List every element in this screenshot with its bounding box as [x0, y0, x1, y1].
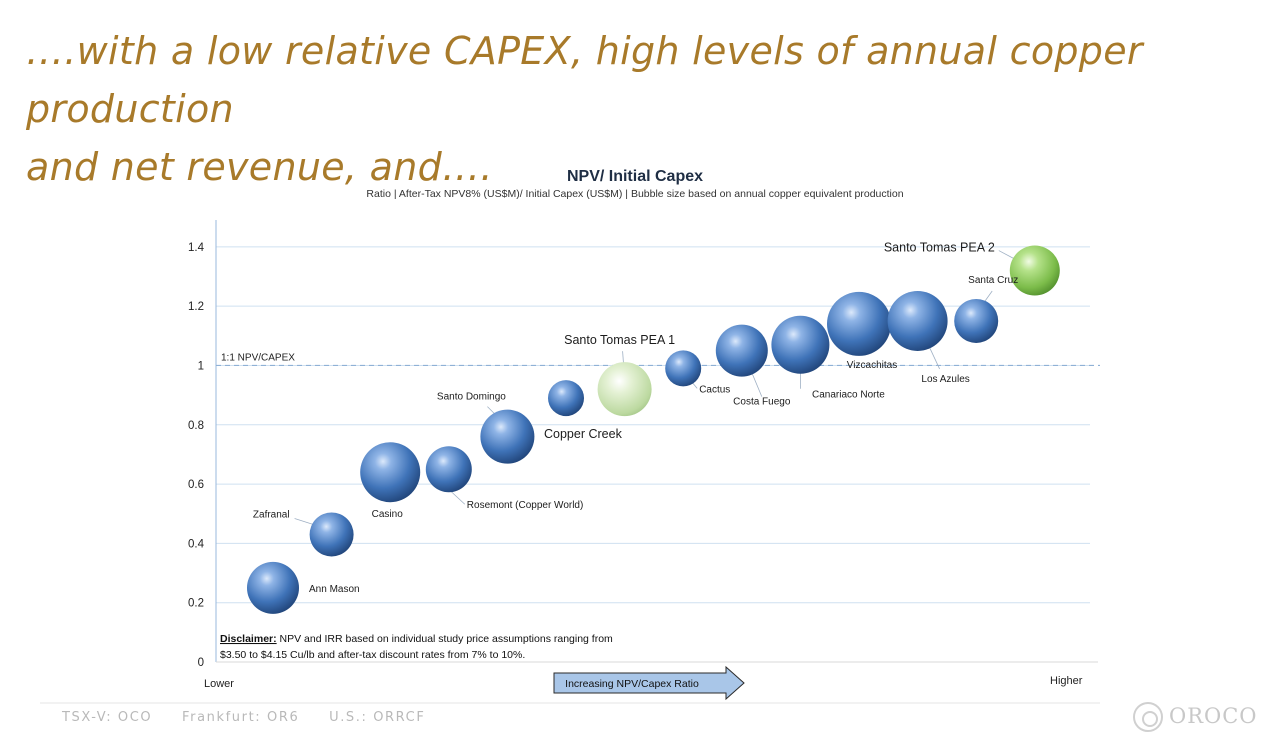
bubble-rosemont-copper-world: [425, 446, 472, 493]
label-casino: Casino: [372, 509, 404, 520]
headline-line-1: ….with a low relative CAPEX, high levels…: [26, 29, 1143, 131]
reference-line-label: 1:1 NPV/CAPEX: [221, 352, 295, 363]
oroco-logo: OROCO: [1131, 700, 1258, 734]
label-santo-domingo: Santo Domingo: [437, 392, 506, 403]
increasing-arrow-label: Increasing NPV/Capex Ratio: [565, 678, 699, 690]
bubble-los-azules: [887, 290, 948, 351]
disclaimer-text-1: NPV and IRR based on individual study pr…: [277, 633, 613, 645]
y-tick-label: 1.4: [188, 242, 205, 254]
label-copper-creek: Copper Creek: [544, 427, 623, 441]
label-zafranal: Zafranal: [253, 509, 290, 520]
y-tick-label: 0: [198, 657, 204, 669]
bubble-costa-fuego: [715, 324, 768, 377]
headline-line-2: and net revenue, and….: [26, 145, 493, 189]
leader-costa-fuego: [751, 372, 763, 397]
label-cactus: Cactus: [699, 384, 730, 395]
y-tick-label: 0.6: [188, 479, 204, 491]
bubble-labels: Ann Mason Zafranal Casino Rosemont (Copper …: [253, 241, 1018, 595]
headline: ….with a low relative CAPEX, high levels…: [26, 22, 1256, 196]
bubble-cactus: [665, 350, 702, 387]
bubble-canariaco-norte: [771, 315, 830, 374]
bubble-vizcachitas: [827, 291, 891, 356]
bubble-santo-tomas-pea-2: [1009, 245, 1060, 296]
ticker-tsx: TSX-V: OCO: [62, 710, 153, 725]
increasing-arrow: [553, 665, 745, 701]
disclaimer-title: Disclaimer:: [220, 633, 277, 645]
chart-subtitle: Ratio | After-Tax NPV8% (US$M)/ Initial …: [366, 188, 903, 200]
label-rosemont-copper-world: Rosemont (Copper World): [467, 500, 584, 511]
logo-text: OROCO: [1169, 704, 1258, 728]
bubble-santo-domingo: [480, 409, 535, 464]
y-tick-label: 1: [198, 360, 204, 372]
label-santo-tomas-pea-2: Santo Tomas PEA 2: [884, 241, 995, 255]
chart-title: NPV/ Initial Capex: [567, 168, 703, 185]
label-vizcachitas: Vizcachitas: [847, 360, 897, 371]
bubble-santa-cruz: [954, 298, 999, 343]
footer-tickers: TSX-V: OCO Frankfurt: OR6 U.S.: ORRCF: [62, 710, 449, 725]
ticker-us: U.S.: ORRCF: [329, 710, 426, 725]
y-tick-label: 0.8: [188, 420, 204, 432]
label-ann-mason: Ann Mason: [309, 584, 360, 595]
y-axis-ticks: 0 0.2 0.4 0.6 0.8 1 1.2 1.4: [188, 242, 205, 669]
x-left-label: Lower: [204, 678, 234, 690]
bubble-ann-mason: [247, 561, 299, 614]
bubble-casino: [360, 442, 421, 503]
bubble-copper-creek: [548, 380, 584, 417]
y-tick-label: 0.4: [188, 538, 205, 550]
y-tick-label: 1.2: [188, 301, 204, 313]
label-los-azules: Los Azules: [921, 374, 969, 385]
x-right-label: Higher: [1050, 675, 1083, 687]
label-santa-cruz: Santa Cruz: [968, 275, 1018, 286]
disclaimer-line-1: Disclaimer: NPV and IRR based on individ…: [220, 633, 613, 645]
bubbles: [247, 245, 1060, 614]
ticker-frankfurt: Frankfurt: OR6: [182, 710, 300, 725]
disclaimer-line-2: $3.50 to $4.15 Cu/lb and after-tax disco…: [220, 649, 525, 661]
leader-rosemont-copper-world: [450, 490, 466, 505]
label-canariaco-norte: Canariaco Norte: [812, 390, 885, 401]
bubble-zafranal: [309, 512, 354, 557]
bubble-santo-tomas-pea-1: [597, 362, 652, 417]
label-costa-fuego: Costa Fuego: [733, 397, 791, 408]
label-santo-tomas-pea-1: Santo Tomas PEA 1: [564, 333, 675, 347]
oroco-logo-icon: [1133, 702, 1163, 732]
y-tick-label: 0.2: [188, 598, 204, 610]
